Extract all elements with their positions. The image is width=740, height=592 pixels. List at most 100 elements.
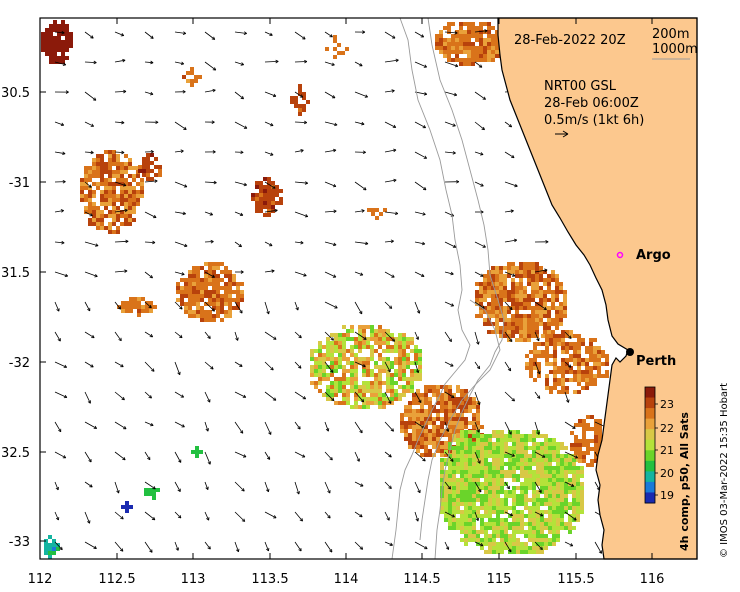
sst-pixel (464, 430, 468, 434)
sst-pixel (402, 389, 406, 393)
sst-pixel (492, 518, 496, 522)
sst-pixel (519, 290, 523, 294)
sst-pixel (548, 486, 552, 490)
sst-pixel (560, 442, 564, 446)
sst-pixel (330, 393, 334, 397)
sst-pixel (499, 270, 503, 274)
sst-pixel (464, 446, 468, 450)
sst-pixel (120, 222, 124, 226)
sst-pixel (476, 425, 480, 429)
sst-pixel (536, 502, 540, 506)
sst-pixel (504, 494, 508, 498)
sst-pixel (480, 494, 484, 498)
sst-pixel (436, 409, 440, 413)
sst-pixel (414, 353, 418, 357)
sst-pixel (255, 197, 259, 201)
sst-pixel (496, 474, 500, 478)
sst-pixel (536, 506, 540, 510)
current-arrow (144, 421, 154, 427)
sst-pixel (543, 310, 547, 314)
sst-pixel (601, 374, 605, 378)
sst-pixel (195, 454, 199, 458)
sst-pixel (468, 466, 472, 470)
sst-pixel (88, 222, 92, 226)
sst-pixel (504, 502, 508, 506)
sst-pixel (354, 377, 358, 381)
sst-pixel (196, 290, 200, 294)
sst-pixel (560, 506, 564, 510)
sst-pixel (398, 349, 402, 353)
sst-pixel (378, 345, 382, 349)
sst-pixel (145, 301, 149, 305)
sst-pixel (158, 165, 162, 169)
sst-pixel (455, 30, 459, 34)
current-arrow (114, 208, 128, 213)
sst-pixel (557, 378, 561, 382)
sst-pixel (488, 534, 492, 538)
sst-pixel (464, 409, 468, 413)
sst-pixel (495, 38, 499, 42)
sst-pixel (553, 374, 557, 378)
sst-pixel (516, 434, 520, 438)
current-arrow (294, 541, 302, 552)
sst-pixel (402, 373, 406, 377)
sst-pixel (459, 50, 463, 54)
sst-pixel (576, 518, 580, 522)
sst-pixel (472, 425, 476, 429)
sst-pixel (418, 377, 422, 381)
sst-pixel (386, 345, 390, 349)
sst-pixel (487, 42, 491, 46)
current-arrow (474, 511, 480, 522)
sst-pixel (386, 361, 390, 365)
current-arrow (294, 59, 308, 64)
sst-pixel (141, 305, 145, 309)
sst-pixel (565, 334, 569, 338)
sst-pixel (468, 397, 472, 401)
current-arrow (354, 121, 365, 126)
current-arrow (264, 391, 277, 401)
sst-pixel (460, 514, 464, 518)
sst-pixel (586, 451, 590, 455)
sst-pixel (487, 306, 491, 310)
sst-pixel (366, 401, 370, 405)
sst-pixel (184, 302, 188, 306)
sst-pixel (366, 389, 370, 393)
sst-pixel (149, 301, 153, 305)
sst-pixel (528, 506, 532, 510)
sst-pixel (440, 453, 444, 457)
sst-pixel (572, 458, 576, 462)
sst-pixel (488, 442, 492, 446)
sst-pixel (259, 201, 263, 205)
sst-pixel (302, 104, 306, 108)
sst-pixel (204, 270, 208, 274)
sst-pixel (195, 450, 199, 454)
sst-pixel (121, 505, 125, 509)
sst-pixel (500, 510, 504, 514)
sst-pixel (334, 349, 338, 353)
sst-pixel (346, 393, 350, 397)
sst-pixel (468, 526, 472, 530)
sst-pixel (196, 302, 200, 306)
sst-pixel (549, 338, 553, 342)
sst-pixel (472, 518, 476, 522)
current-arrow (324, 31, 333, 38)
sst-pixel (536, 454, 540, 458)
sst-pixel (560, 482, 564, 486)
sst-pixel (236, 282, 240, 286)
sst-pixel (507, 262, 511, 266)
sst-pixel (463, 22, 467, 26)
sst-pixel (507, 266, 511, 270)
sst-pixel (605, 374, 609, 378)
sst-pixel (232, 306, 236, 310)
sst-pixel (338, 345, 342, 349)
sst-pixel (589, 342, 593, 346)
sst-pixel (204, 302, 208, 306)
credit-label: © IMOS 03-Mar-2022 15:35 Hobart (719, 383, 730, 558)
sst-pixel (432, 437, 436, 441)
sst-pixel (512, 490, 516, 494)
current-arrow (324, 541, 333, 553)
sst-pixel (503, 314, 507, 318)
sst-pixel (374, 341, 378, 345)
sst-pixel (476, 450, 480, 454)
sst-pixel (448, 502, 452, 506)
